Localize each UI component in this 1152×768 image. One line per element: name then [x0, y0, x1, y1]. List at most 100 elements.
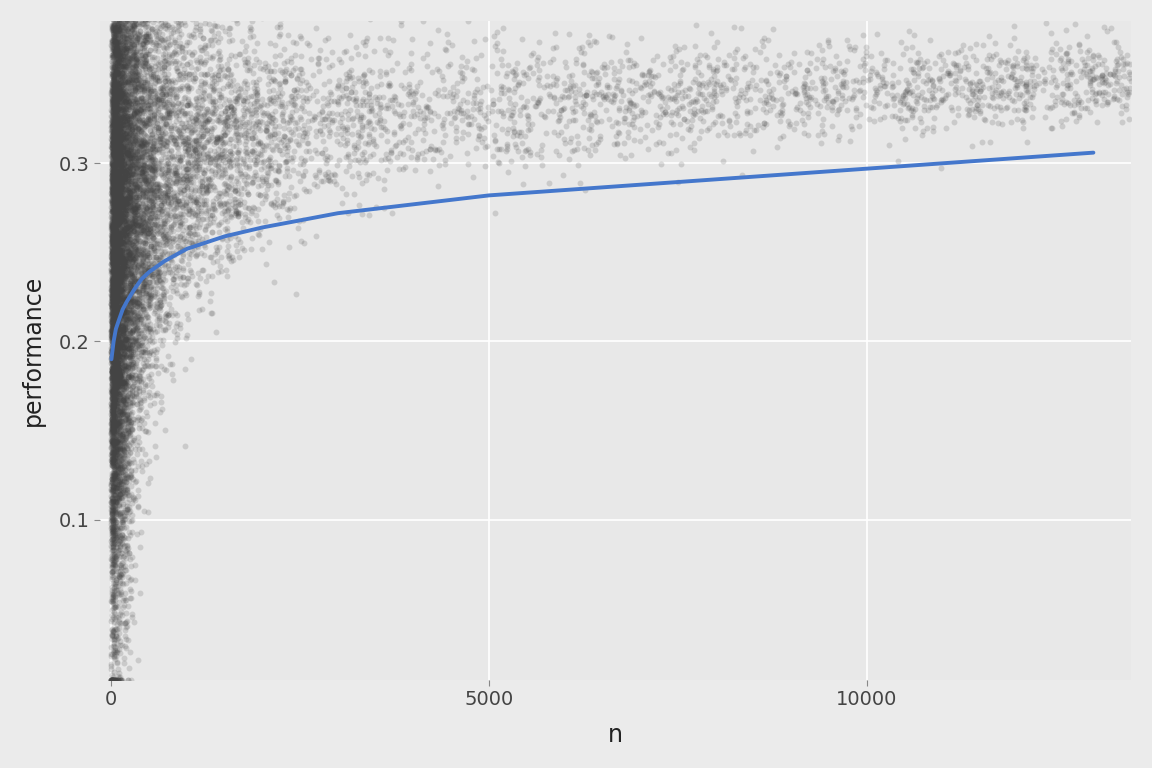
Point: [104, 230, 122, 242]
Point: [270, 144, 288, 156]
Point: [105, 409, 123, 422]
Point: [142, 36, 160, 48]
Point: [119, 170, 137, 182]
Point: [111, 111, 129, 124]
Point: [113, 336, 131, 348]
Point: [105, 101, 123, 114]
Point: [712, 81, 730, 93]
Point: [112, 204, 130, 216]
Point: [111, 25, 129, 37]
Point: [104, 281, 122, 293]
Point: [594, 93, 613, 105]
Point: [104, 106, 122, 118]
Point: [128, 52, 146, 65]
Point: [141, 325, 159, 337]
Point: [574, 121, 592, 133]
Point: [112, 102, 130, 114]
Point: [114, 303, 132, 316]
Point: [115, 307, 134, 319]
Point: [112, 588, 130, 601]
Point: [107, 491, 126, 503]
Point: [112, 532, 130, 545]
Point: [104, 313, 122, 326]
Point: [121, 53, 139, 65]
Point: [222, 177, 241, 190]
Point: [107, 253, 126, 266]
Point: [129, 28, 147, 41]
Point: [109, 174, 128, 187]
Point: [107, 435, 126, 448]
Point: [127, 256, 145, 268]
Point: [396, 134, 415, 146]
Point: [197, 136, 215, 148]
Point: [107, 100, 126, 112]
Point: [109, 0, 128, 5]
Point: [192, 44, 211, 56]
Point: [161, 107, 180, 119]
Point: [616, 112, 635, 124]
Point: [135, 225, 153, 237]
Point: [106, 422, 124, 434]
Point: [177, 124, 196, 137]
Point: [105, 255, 123, 267]
Point: [116, 42, 135, 55]
Point: [112, 511, 130, 524]
Point: [104, 135, 122, 147]
Point: [104, 85, 122, 98]
Point: [121, 349, 139, 361]
Point: [211, 132, 229, 144]
Point: [158, 18, 176, 31]
Point: [151, 187, 169, 199]
Point: [167, 280, 185, 292]
Point: [103, 470, 121, 482]
Point: [103, 392, 121, 404]
Point: [109, 307, 128, 319]
Point: [963, 88, 982, 100]
Point: [235, 78, 253, 90]
Point: [810, 39, 828, 51]
Point: [127, 147, 145, 160]
Point: [290, 129, 309, 141]
Point: [119, 437, 137, 449]
Point: [105, 7, 123, 19]
Point: [119, 266, 137, 279]
Point: [103, 193, 121, 205]
Point: [984, 91, 1002, 104]
Point: [113, 167, 131, 180]
Point: [104, 223, 122, 235]
Point: [123, 124, 142, 137]
Point: [112, 143, 130, 155]
Point: [963, 85, 982, 98]
Point: [119, 400, 137, 412]
Point: [115, 216, 134, 228]
Point: [103, 290, 121, 303]
Point: [215, 113, 234, 125]
Point: [136, 103, 154, 115]
Point: [104, 286, 122, 299]
Point: [583, 65, 601, 78]
Point: [107, 301, 126, 313]
Point: [106, 0, 124, 9]
Point: [104, 257, 122, 270]
Point: [207, 151, 226, 164]
Point: [213, 233, 232, 246]
Point: [108, 5, 127, 18]
Point: [119, 426, 137, 439]
Point: [113, 521, 131, 534]
Point: [129, 102, 147, 114]
Point: [321, 95, 340, 108]
Point: [809, 128, 827, 141]
Point: [129, 102, 147, 114]
Point: [188, 196, 206, 208]
Point: [103, 309, 121, 321]
Point: [180, 81, 198, 94]
Point: [118, 333, 136, 345]
Point: [127, 211, 145, 223]
Point: [521, 61, 539, 73]
Point: [131, 13, 150, 25]
Point: [105, 232, 123, 244]
Point: [123, 526, 142, 538]
Point: [175, 133, 194, 145]
Point: [103, 84, 121, 96]
Point: [111, 45, 129, 58]
